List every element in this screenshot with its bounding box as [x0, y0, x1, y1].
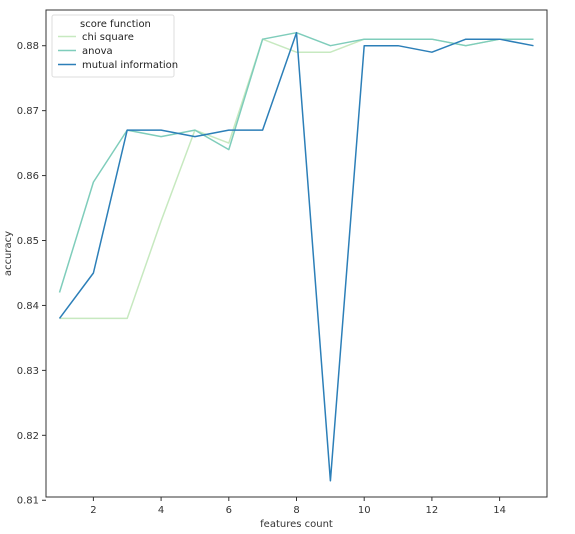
y-tick-label: 0.84: [17, 301, 39, 312]
y-tick-label: 0.82: [17, 431, 39, 442]
x-tick-label: 10: [358, 505, 371, 516]
y-tick-label: 0.83: [17, 366, 39, 377]
series-line-mutual-information: [58, 31, 534, 482]
plot-frame: [45, 9, 548, 498]
y-tick-label: 0.86: [17, 171, 39, 182]
legend-entries: chi square anova mutual information: [58, 32, 178, 71]
x-tick-label: 8: [293, 505, 299, 516]
y-axis: 0.81 0.82 0.83 0.84 0.85 0.86 0.87 0.88: [17, 41, 46, 507]
legend-title: score function: [80, 19, 151, 30]
y-tick-label: 0.85: [17, 236, 39, 247]
x-tick-label: 4: [158, 505, 164, 516]
x-tick-label: 12: [426, 505, 439, 516]
x-axis: 2 4 6 8 10 12 14: [90, 497, 506, 516]
y-tick-label: 0.88: [17, 41, 39, 52]
y-axis-label: accuracy: [3, 231, 14, 276]
x-tick-label: 14: [493, 505, 506, 516]
legend-frame: [51, 14, 175, 78]
legend-label-chi-square: chi square: [82, 32, 134, 43]
x-tick-label: 6: [226, 505, 232, 516]
plot-area: [58, 31, 534, 482]
y-tick-label: 0.87: [17, 106, 39, 117]
legend-label-mutual-information: mutual information: [82, 60, 178, 71]
y-tick-label: 0.81: [17, 496, 39, 507]
legend: score function chi square anova mutual inf…: [51, 14, 178, 78]
x-axis-label: features count: [260, 519, 333, 530]
x-tick-label: 2: [90, 505, 96, 516]
legend-label-anova: anova: [82, 46, 113, 57]
